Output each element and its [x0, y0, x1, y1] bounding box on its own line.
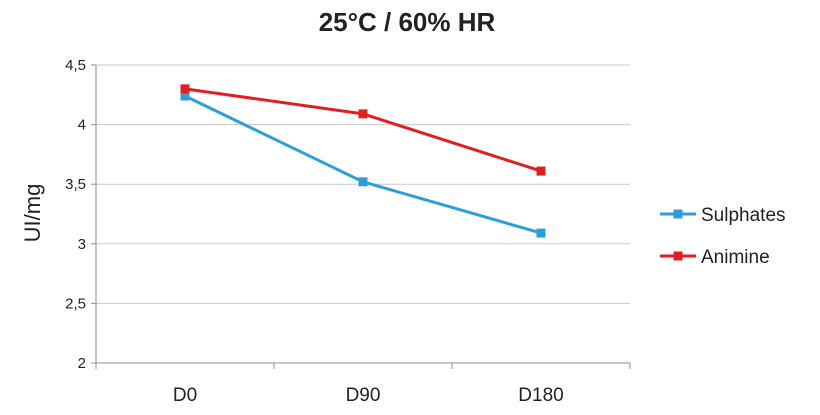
- y-tick-label: 4,5: [65, 57, 86, 74]
- data-point: [536, 166, 546, 176]
- series-sulphates: [180, 91, 546, 238]
- data-point: [536, 228, 546, 238]
- x-tick-label: D90: [346, 385, 381, 406]
- legend-marker: [673, 209, 683, 219]
- y-tick-label: 2: [78, 355, 86, 372]
- axes: 2 2,5 3 3,5 4 4,5 D0 D90 D180: [65, 57, 631, 406]
- y-tick-label: 2,5: [65, 295, 86, 312]
- series-line: [184, 87, 542, 173]
- series-lines: [180, 84, 546, 238]
- y-tick-label: 4: [78, 117, 86, 134]
- y-tick-label: 3,5: [65, 176, 86, 193]
- data-point: [180, 84, 190, 94]
- series-animine: [180, 84, 546, 176]
- y-axis-label: UI/mg: [20, 184, 45, 243]
- legend-marker: [673, 251, 683, 261]
- data-point: [358, 177, 368, 187]
- gridlines: [96, 64, 630, 364]
- y-tick-label: 3: [78, 236, 86, 253]
- legend-label: Sulphates: [701, 205, 786, 226]
- data-point: [180, 91, 190, 101]
- chart-title: 25°C / 60% HR: [319, 7, 496, 37]
- legend-item: Sulphates: [660, 205, 786, 226]
- legend-label: Animine: [701, 247, 770, 268]
- x-tick-label: D0: [173, 385, 197, 406]
- data-point: [358, 109, 368, 119]
- legend-item: Animine: [660, 247, 770, 268]
- legend: Sulphates Animine: [660, 205, 786, 268]
- x-tick-label: D180: [518, 385, 563, 406]
